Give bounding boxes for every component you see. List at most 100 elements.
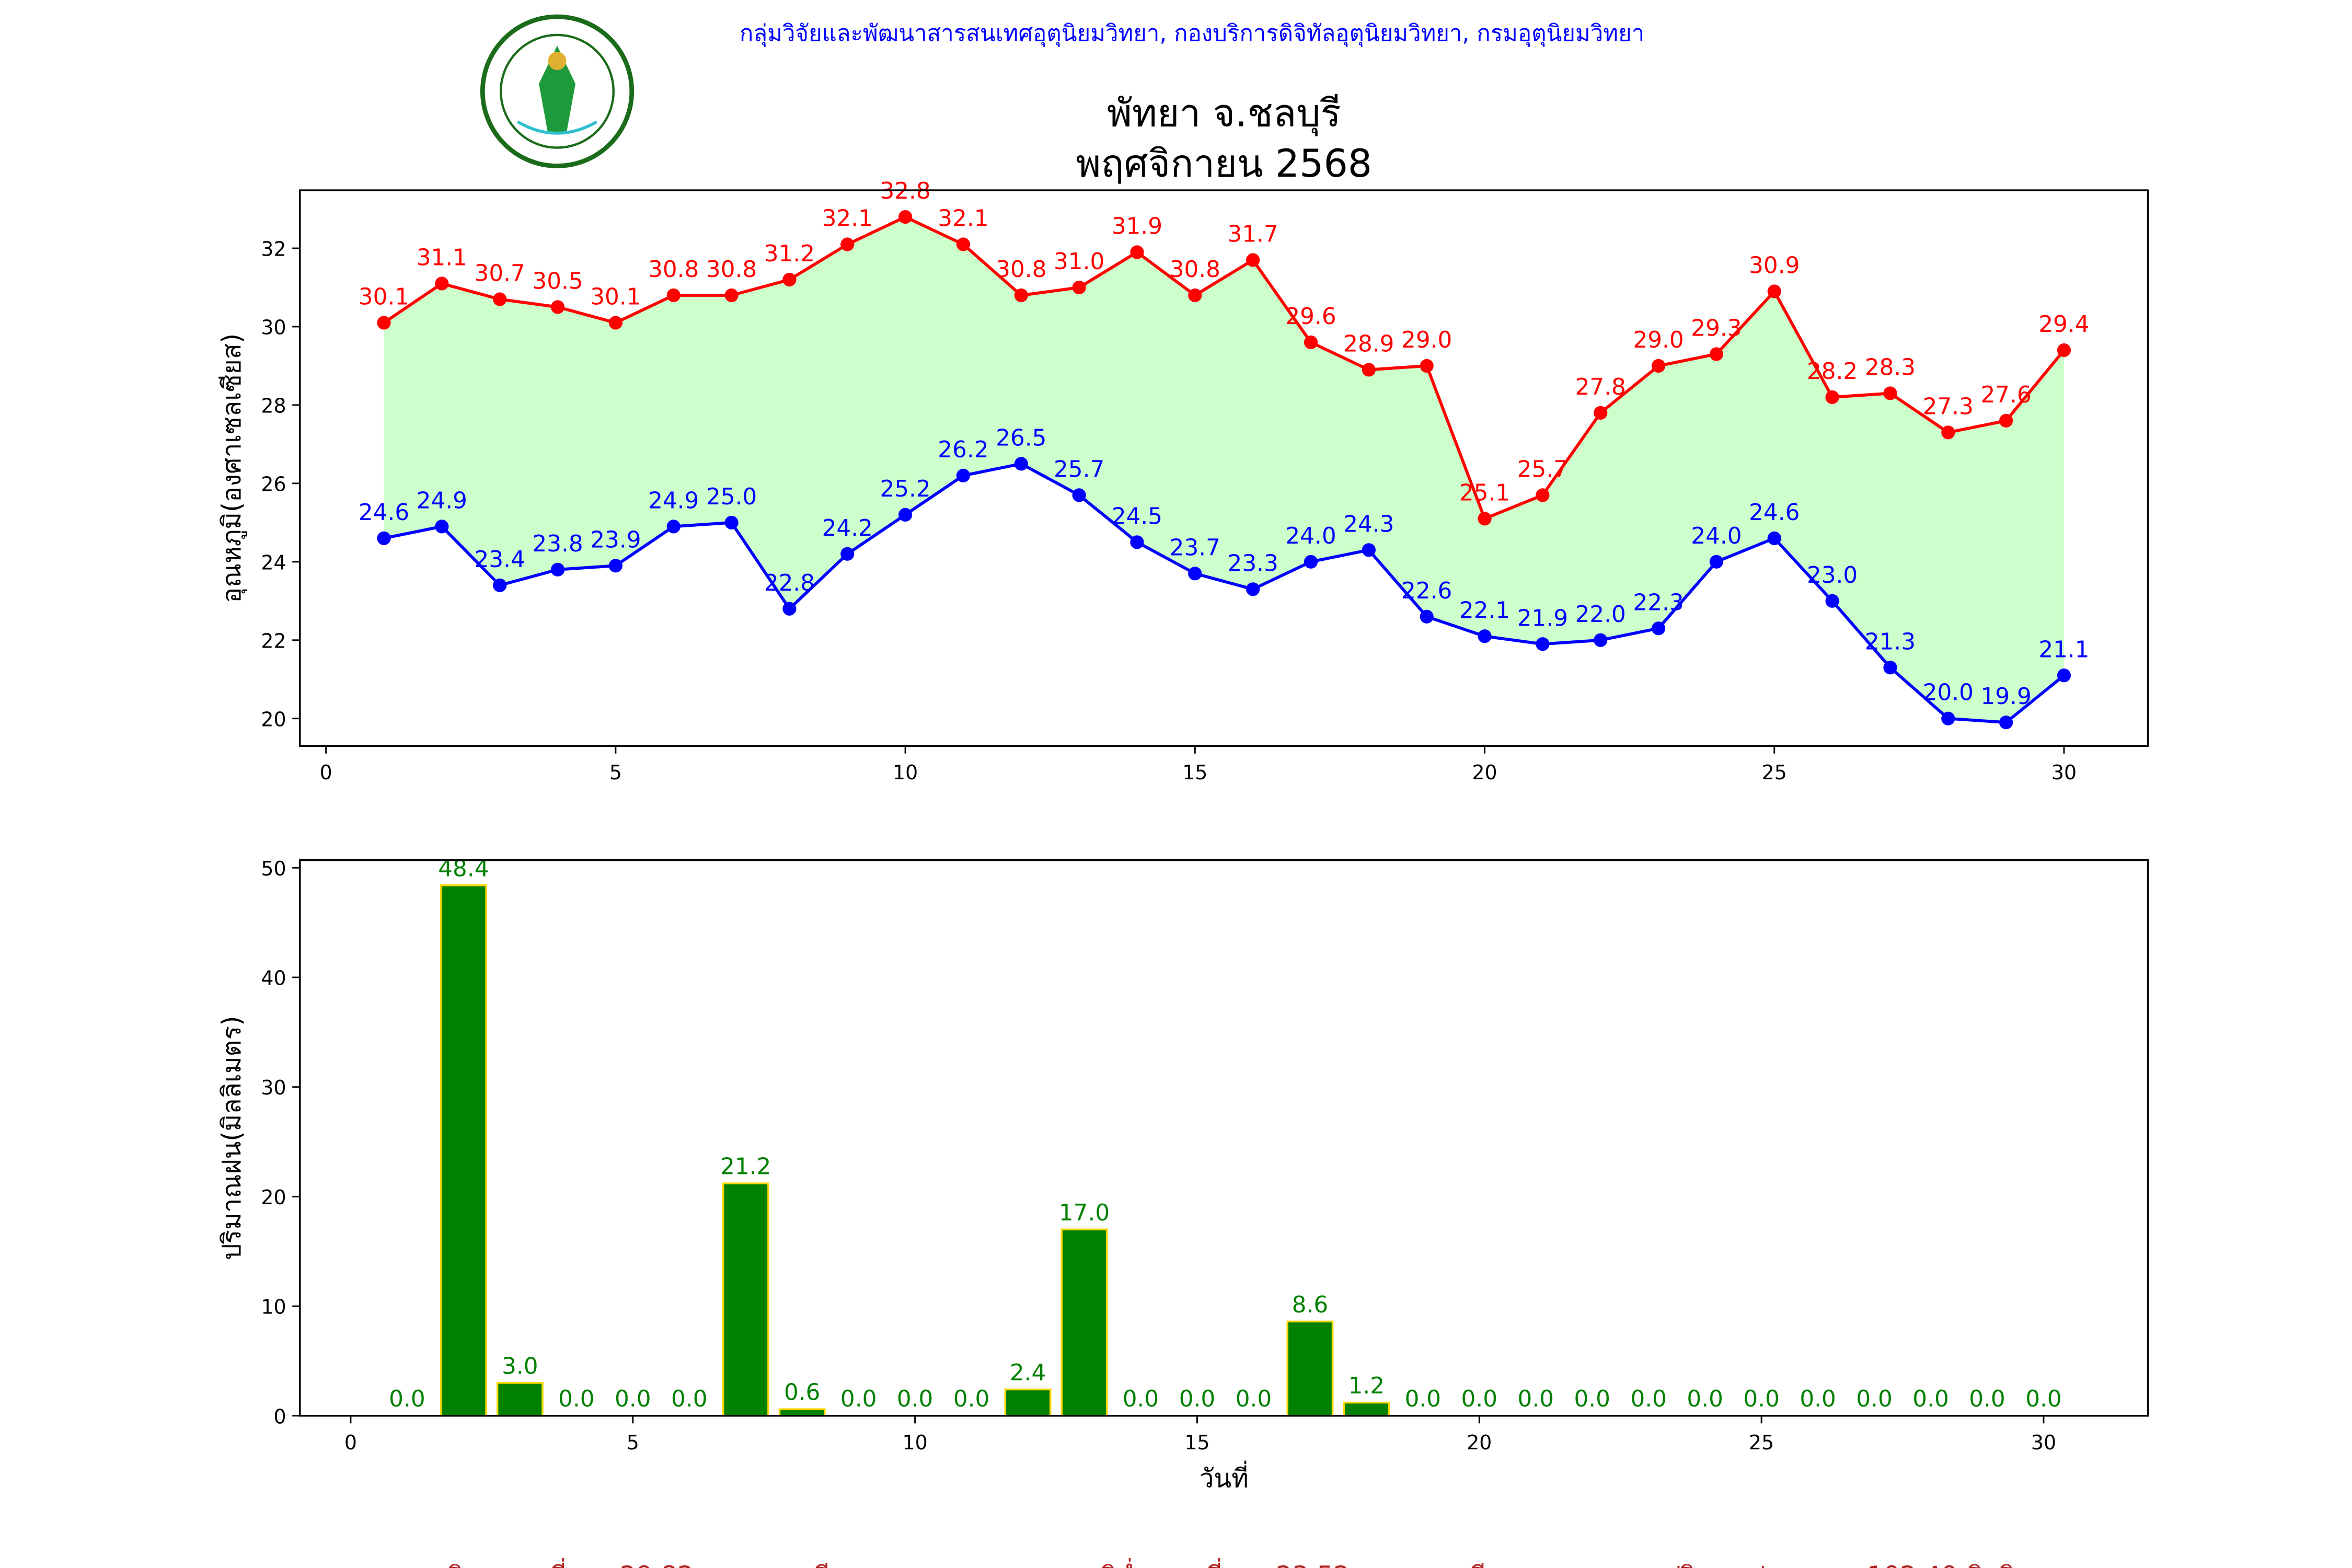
y-tick-label: 10 [261, 1296, 286, 1319]
max-temp-point [1188, 288, 1202, 303]
y-axis-label: อุณหภูมิ(องศาเซลเซียส) [216, 333, 247, 603]
max-temp-data-label: 27.6 [1981, 382, 2032, 408]
max-temp-data-label: 30.1 [359, 284, 409, 310]
min-temp-data-label: 21.3 [1865, 628, 1916, 655]
avg-min-temp: อุณหภูมิต่ำสุดเฉลี่ย = 23.52 องศาเซลเซีย… [1025, 1558, 1517, 1568]
min-temp-point [1188, 567, 1202, 581]
max-temp-data-label: 28.9 [1343, 330, 1394, 357]
rain-data-label: 8.6 [1292, 1292, 1328, 1318]
min-temp-point [1362, 543, 1376, 557]
min-temp-point [435, 520, 449, 534]
x-tick-label: 0 [344, 1431, 357, 1454]
min-temp-point [493, 578, 507, 592]
rain-data-label: 3.0 [502, 1353, 538, 1379]
rain-data-label: 21.2 [720, 1154, 771, 1180]
x-tick-label: 5 [609, 761, 622, 784]
max-temp-point [1362, 363, 1376, 377]
min-temp-point [550, 562, 565, 577]
rain-data-label: 0.0 [953, 1386, 989, 1412]
max-temp-data-label: 28.3 [1865, 354, 1916, 381]
rain-data-label: 0.0 [840, 1386, 877, 1412]
max-temp-point [898, 210, 913, 224]
rain-data-label: 0.0 [1800, 1386, 1836, 1412]
min-temp-point [840, 547, 855, 561]
max-temp-data-label: 29.3 [1691, 315, 1742, 342]
min-temp-data-label: 23.9 [590, 526, 641, 553]
y-tick-label: 50 [261, 857, 286, 880]
min-temp-data-label: 22.0 [1575, 601, 1626, 628]
x-tick-label: 25 [1762, 761, 1787, 784]
max-temp-point [1072, 280, 1086, 295]
rain-data-label: 0.0 [1912, 1386, 1949, 1412]
x-tick-label: 20 [1467, 1431, 1492, 1454]
max-temp-data-label: 32.1 [938, 205, 988, 232]
min-temp-data-label: 24.3 [1343, 511, 1394, 537]
avg-max-temp: อุณหภูมิสูงสุดเฉลี่ย = 29.82 องศาเซลเซีย… [372, 1558, 860, 1568]
x-tick-label: 25 [1749, 1431, 1774, 1454]
rain-bar [1286, 1320, 1334, 1417]
max-temp-data-label: 30.7 [475, 260, 525, 287]
rain-data-label: 0.0 [1461, 1386, 1497, 1412]
x-tick-label: 10 [893, 761, 918, 784]
rain-data-label: 0.0 [1405, 1386, 1441, 1412]
max-temp-line [383, 215, 2066, 521]
max-temp-data-label: 31.1 [417, 245, 467, 271]
rain-bar [1004, 1388, 1052, 1417]
rain-data-label: 1.2 [1348, 1373, 1385, 1399]
min-temp-point [1709, 555, 1724, 569]
max-temp-point [1999, 413, 2013, 428]
x-tick-label: 30 [2031, 1431, 2056, 1454]
rain-data-label: 17.0 [1059, 1200, 1110, 1226]
y-tick-label: 20 [261, 708, 286, 731]
max-temp-data-label: 31.0 [1054, 248, 1104, 275]
agency-line: กลุ่มวิจัยและพัฒนาสารสนเทศอุตุนิยมวิทยา,… [740, 20, 1644, 48]
rain-data-label: 0.0 [1969, 1386, 2005, 1412]
max-temp-data-label: 29.4 [2038, 311, 2089, 338]
max-temp-point [724, 288, 739, 303]
min-temp-data-label: 25.7 [1054, 456, 1104, 482]
rain-bar [440, 884, 487, 1417]
rain-data-label: 0.0 [1179, 1386, 1215, 1412]
y-tick-label: 26 [261, 472, 286, 495]
max-temp-point [782, 272, 797, 287]
max-temp-point [1883, 386, 1897, 400]
min-temp-point [1246, 582, 1260, 596]
max-temp-point [1478, 512, 1492, 526]
max-temp-data-label: 31.2 [764, 240, 815, 267]
x-tick-label: 10 [903, 1431, 928, 1454]
min-temp-data-label: 19.9 [1981, 683, 2032, 710]
max-temp-data-label: 30.8 [648, 256, 699, 283]
x-axis-label: วันที่ [1200, 1461, 1249, 1494]
total-rain: ปริมาณฝนรวม = 102.40 มิลลิเมตร [1665, 1561, 2071, 1568]
chart-title-line2: พฤศจิกายน 2568 [1076, 142, 1372, 186]
x-tick-label: 5 [627, 1431, 639, 1454]
min-temp-data-label: 22.6 [1401, 578, 1452, 604]
min-temp-data-label: 21.9 [1517, 605, 1568, 631]
rain-data-label: 0.0 [1687, 1386, 1723, 1412]
rain-data-label: 0.0 [1236, 1386, 1272, 1412]
min-temp-point [377, 531, 391, 545]
x-tick-label: 30 [2051, 761, 2077, 784]
min-temp-point [1883, 661, 1897, 675]
max-temp-data-label: 32.1 [822, 205, 873, 232]
max-temp-point [1130, 245, 1144, 259]
y-tick-label: 24 [261, 551, 286, 574]
max-temp-point [435, 276, 449, 291]
max-temp-data-label: 27.8 [1575, 374, 1626, 400]
min-temp-data-label: 24.6 [1749, 499, 1800, 526]
min-temp-point [1536, 637, 1550, 651]
max-temp-point [608, 316, 622, 330]
rain-data-label: 0.0 [1123, 1386, 1159, 1412]
max-temp-point [1420, 359, 1434, 373]
plot-frame [299, 859, 2149, 1417]
rain-bar [778, 1408, 826, 1417]
rain-bar [1060, 1228, 1108, 1417]
max-temp-point [2057, 343, 2071, 358]
rain-data-label: 0.0 [1856, 1386, 1892, 1412]
rain-data-label: 0.6 [784, 1379, 820, 1406]
min-temp-data-label: 22.3 [1633, 589, 1684, 616]
chart-title-line1: พัทยา จ.ชลบุรี [1107, 91, 1341, 137]
min-temp-point [956, 468, 971, 482]
temperature-chart: 0 5 10 15 20 25 30 20 22 24 26 28 30 32 อุณหภูมิ(องศาเ… [216, 178, 2149, 784]
rain-data-label: 0.0 [615, 1386, 651, 1412]
